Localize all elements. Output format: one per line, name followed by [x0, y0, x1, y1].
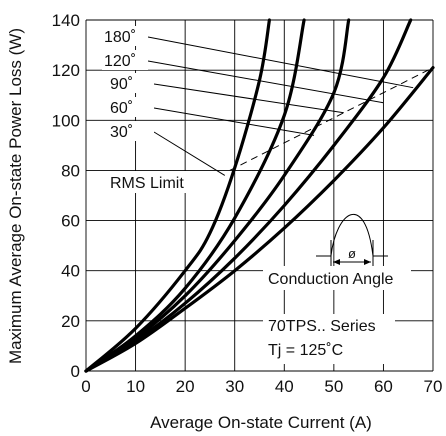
- x-tick-label: 50: [324, 377, 343, 396]
- rms-limit-group: RMS Limit: [106, 67, 434, 193]
- y-axis-title: Maximum Average On-state Power Loss (W): [6, 28, 25, 364]
- series-line-1: [84, 18, 413, 373]
- conduction-angle-label: Conduction Angle: [268, 271, 394, 288]
- legend-label-4: 30˚: [110, 124, 133, 141]
- series-line-4: [84, 18, 271, 373]
- legend-leader-lines: [147, 36, 414, 176]
- y-tick-label: 40: [61, 262, 80, 281]
- annotations: ø Conduction Angle 70TPS.. Series Tj = 1…: [263, 213, 411, 364]
- x-tick-label: 60: [374, 377, 393, 396]
- x-tick-label: 30: [225, 377, 244, 396]
- x-axis-title: Average On-state Current (A): [150, 413, 372, 432]
- legend-leader-4: [153, 131, 226, 176]
- legend-leader-1: [147, 60, 384, 104]
- device-series-label: 70TPS.. Series: [268, 318, 376, 335]
- y-tick-label: 80: [61, 161, 80, 180]
- y-tick-label: 0: [71, 362, 80, 381]
- tick-labels: 0 10 20 30 40 50 60 70 0 20 40 60 80 100 120 140: [52, 11, 443, 396]
- series-curves: [84, 18, 435, 373]
- legend-label-2: 90˚: [110, 76, 133, 93]
- legend-leader-3: [153, 107, 315, 136]
- x-tick-label: 40: [275, 377, 294, 396]
- series-line-3: [84, 18, 306, 373]
- junction-temperature-label: Tj = 125˚C: [268, 342, 343, 359]
- y-tick-label: 120: [52, 61, 80, 80]
- y-tick-label: 20: [61, 312, 80, 331]
- series-line-2: [84, 18, 351, 373]
- legend-label-background: [108, 73, 154, 93]
- rms-limit-label: RMS Limit: [110, 175, 184, 192]
- conduction-waveform-icon: [316, 213, 388, 257]
- x-tick-label: 20: [176, 377, 195, 396]
- legend-label-1: 120˚: [104, 53, 136, 70]
- legend-label-0: 180˚: [104, 29, 136, 46]
- legend-label-background: [108, 121, 154, 141]
- legend-label-background: [108, 97, 154, 117]
- y-tick-label: 60: [61, 212, 80, 231]
- rms-label-background: [106, 171, 194, 193]
- legend-leader-0: [147, 36, 414, 89]
- y-tick-label: 100: [52, 111, 80, 130]
- legend-label-background: [102, 26, 148, 46]
- y-tick-label: 140: [52, 11, 80, 30]
- x-tick-label: 0: [81, 377, 90, 396]
- legend: 180˚ 120˚ 90˚ 60˚ 30˚: [102, 26, 154, 141]
- conduction-angle-arrowhead-right: [364, 259, 371, 265]
- x-tick-label: 70: [424, 377, 443, 396]
- x-tick-label: 10: [126, 377, 145, 396]
- legend-label-background: [102, 50, 148, 70]
- conduction-symbol: ø: [348, 246, 356, 261]
- legend-label-3: 60˚: [110, 100, 133, 117]
- rms-limit-line: [229, 67, 434, 171]
- legend-leader-2: [153, 83, 344, 114]
- series-line-0: [84, 66, 435, 373]
- conduction-angle-arrowhead-left: [333, 259, 340, 265]
